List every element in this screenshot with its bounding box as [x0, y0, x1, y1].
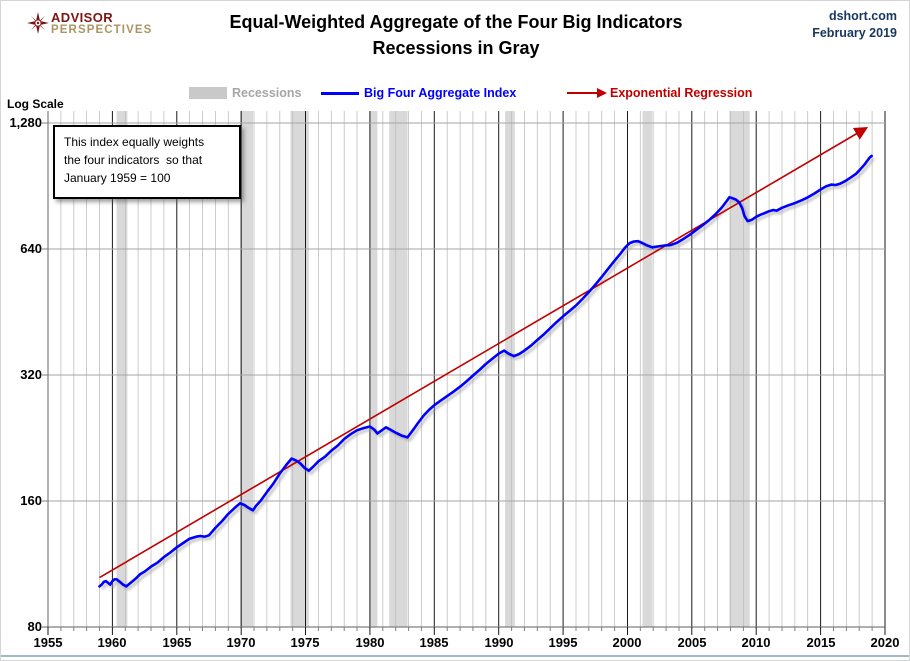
- x-tick-2015: 2015: [806, 635, 836, 650]
- x-tick-1985: 1985: [419, 635, 449, 650]
- y-tick-80: 80: [27, 619, 42, 634]
- x-tick-1975: 1975: [290, 635, 320, 650]
- y-tick-1280: 1,280: [9, 115, 42, 130]
- x-tick-2010: 2010: [741, 635, 771, 650]
- log-scale-note: Log Scale: [7, 97, 64, 111]
- annotation-line1: This index equally weights: [64, 135, 205, 149]
- legend-regression-arrow-icon: [567, 88, 607, 98]
- x-tick-2000: 2000: [612, 635, 642, 650]
- legend-regression-label: Exponential Regression: [610, 86, 753, 100]
- x-tick-2020: 2020: [870, 635, 900, 650]
- source-site: dshort.com: [828, 9, 897, 23]
- page-title-line1: Equal-Weighted Aggregate of the Four Big…: [229, 12, 683, 32]
- annotation-line2: the four indicators so that: [64, 153, 203, 167]
- x-tick-1960: 1960: [97, 635, 127, 650]
- x-tick-2005: 2005: [677, 635, 707, 650]
- y-tick-160: 160: [20, 493, 42, 508]
- source-date: February 2019: [812, 26, 897, 40]
- y-tick-320: 320: [20, 367, 42, 382]
- logo-text-advisor: ADVISOR: [51, 10, 114, 25]
- y-tick-640: 640: [20, 241, 42, 256]
- x-tick-1995: 1995: [548, 635, 578, 650]
- legend-recessions-label: Recessions: [232, 86, 302, 100]
- x-tick-1970: 1970: [226, 635, 256, 650]
- legend-index-line-swatch: [321, 92, 359, 95]
- annotation-box: This index equally weights the four indi…: [53, 125, 241, 199]
- legend-index-label: Big Four Aggregate Index: [364, 86, 517, 100]
- x-tick-1990: 1990: [484, 635, 514, 650]
- x-tick-1980: 1980: [355, 635, 385, 650]
- x-tick-1965: 1965: [162, 635, 192, 650]
- footer-divider: [1, 655, 909, 657]
- compass-star-icon: [27, 12, 49, 34]
- x-tick-1955: 1955: [33, 635, 63, 650]
- annotation-line3: January 1959 = 100: [64, 171, 171, 185]
- page-title-line2: Recessions in Gray: [372, 38, 540, 58]
- logo-text-perspectives: PERSPECTIVES: [51, 24, 153, 36]
- legend-recessions-swatch: [189, 87, 227, 99]
